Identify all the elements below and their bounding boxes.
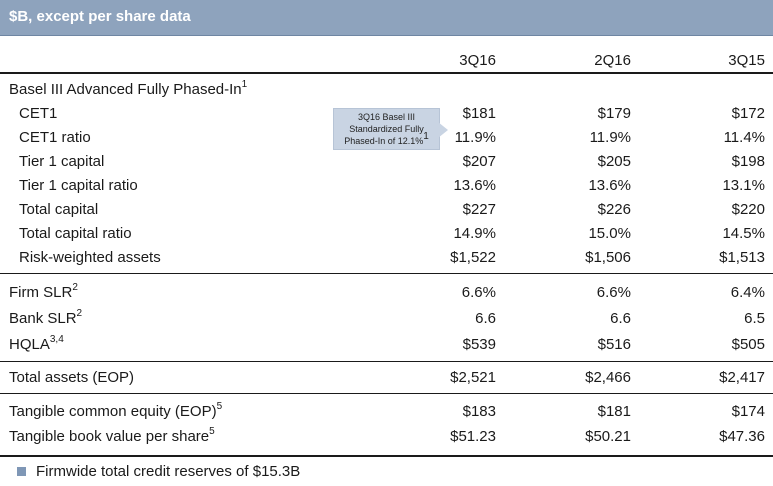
cell-value: 6.5 bbox=[744, 310, 765, 327]
cell-value: $516 bbox=[597, 336, 631, 353]
table-row: Risk-weighted assets $1,522 $1,506 $1,51… bbox=[0, 247, 773, 271]
row-label: Risk-weighted assets bbox=[19, 249, 161, 266]
cell-value: $505 bbox=[731, 336, 765, 353]
cell-value: 6.4% bbox=[730, 284, 765, 301]
cell-value: $179 bbox=[597, 105, 631, 122]
cell-value: $183 bbox=[462, 403, 496, 420]
cell-value: $226 bbox=[597, 201, 631, 218]
cell-value: $198 bbox=[731, 153, 765, 170]
cell-value: $2,417 bbox=[719, 369, 765, 386]
table-row: Tangible book value per share5 $51.23 $5… bbox=[0, 426, 773, 450]
callout-line: Phased-In of 12.1%1 bbox=[344, 131, 429, 147]
cell-value: $181 bbox=[462, 105, 496, 122]
cell-value: $539 bbox=[462, 336, 496, 353]
table-row: CET1 $181 $179 $172 bbox=[0, 103, 773, 127]
table-bottom-border bbox=[0, 455, 773, 457]
cell-value: 6.6% bbox=[596, 284, 631, 301]
cell-value: 14.9% bbox=[453, 225, 496, 242]
table-row: Total capital $227 $226 $220 bbox=[0, 199, 773, 223]
row-label: Tier 1 capital ratio bbox=[19, 177, 138, 194]
row-label: Total capital ratio bbox=[19, 225, 132, 242]
cell-value: 13.1% bbox=[722, 177, 765, 194]
cell-value: $50.21 bbox=[585, 428, 631, 445]
table-row: Firm SLR2 6.6% 6.6% 6.4% bbox=[0, 282, 773, 306]
table-row: HQLA3,4 $539 $516 $505 bbox=[0, 334, 773, 358]
row-label: HQLA3,4 bbox=[9, 334, 64, 354]
square-bullet-icon bbox=[17, 467, 26, 476]
cell-value: $51.23 bbox=[450, 428, 496, 445]
cell-value: $172 bbox=[731, 105, 765, 122]
cell-value: $1,513 bbox=[719, 249, 765, 266]
row-label: CET1 bbox=[19, 105, 58, 122]
cell-value: 11.9% bbox=[454, 129, 496, 146]
footer-text: Firmwide total credit reserves of $15.3B bbox=[36, 463, 301, 480]
column-header-3q15: 3Q15 bbox=[728, 52, 765, 69]
cell-value: $207 bbox=[462, 153, 496, 170]
cell-value: 13.6% bbox=[588, 177, 631, 194]
cell-value: $220 bbox=[731, 201, 765, 218]
cell-value: $2,521 bbox=[450, 369, 496, 386]
cell-value: $1,522 bbox=[450, 249, 496, 266]
column-header-3q16: 3Q16 bbox=[459, 52, 496, 69]
callout-line: 3Q16 Basel III bbox=[357, 112, 416, 122]
column-header-2q16: 2Q16 bbox=[594, 52, 631, 69]
table-title: $B, except per share data bbox=[9, 8, 191, 25]
row-label: Tier 1 capital bbox=[19, 153, 105, 170]
cell-value: $205 bbox=[597, 153, 631, 170]
cell-value: $47.36 bbox=[719, 428, 765, 445]
row-label: Total capital bbox=[19, 201, 99, 218]
table-row: Bank SLR2 6.6 6.6 6.5 bbox=[0, 308, 773, 332]
row-label: Tangible book value per share5 bbox=[9, 426, 215, 446]
table-row: Tangible common equity (EOP)5 $183 $181 … bbox=[0, 401, 773, 425]
cell-value: 14.5% bbox=[722, 225, 765, 242]
section-label: Basel III Advanced Fully Phased-In1 bbox=[9, 79, 248, 99]
cell-value: 11.9% bbox=[589, 129, 631, 146]
table-row: Total capital ratio 14.9% 15.0% 14.5% bbox=[0, 223, 773, 247]
cell-value: 6.6 bbox=[475, 310, 496, 327]
section-divider bbox=[0, 361, 773, 362]
table-row: Tier 1 capital $207 $205 $198 bbox=[0, 151, 773, 175]
footer-note: Firmwide total credit reserves of $15.3B bbox=[0, 459, 773, 486]
cell-value: 6.6% bbox=[461, 284, 496, 301]
cell-value: 6.6 bbox=[610, 310, 631, 327]
callout-pointer bbox=[438, 122, 448, 138]
table-header-bar: $B, except per share data bbox=[0, 0, 773, 36]
cell-value: $1,506 bbox=[585, 249, 631, 266]
cell-value: 11.4% bbox=[723, 129, 765, 146]
section-row-basel: Basel III Advanced Fully Phased-In1 bbox=[0, 79, 773, 103]
table-row: Total assets (EOP) $2,521 $2,466 $2,417 bbox=[0, 367, 773, 391]
header-divider bbox=[0, 72, 773, 74]
section-divider bbox=[0, 393, 773, 394]
callout-box: 3Q16 Basel III Standardized Fully Phased… bbox=[333, 108, 440, 150]
cell-value: 13.6% bbox=[453, 177, 496, 194]
table-row: CET1 ratio 11.9% 11.9% 11.4% bbox=[0, 127, 773, 151]
cell-value: $227 bbox=[462, 201, 496, 218]
callout-line: Standardized Fully bbox=[349, 124, 424, 134]
cell-value: $174 bbox=[731, 403, 765, 420]
row-label: Bank SLR2 bbox=[9, 308, 83, 328]
row-label: Tangible common equity (EOP)5 bbox=[9, 401, 223, 421]
cell-value: $181 bbox=[597, 403, 631, 420]
row-label: CET1 ratio bbox=[19, 129, 91, 146]
cell-value: 15.0% bbox=[588, 225, 631, 242]
cell-value: $2,466 bbox=[585, 369, 631, 386]
row-label: Firm SLR2 bbox=[9, 282, 78, 302]
row-label: Total assets (EOP) bbox=[9, 369, 135, 386]
section-divider bbox=[0, 273, 773, 274]
table-row: Tier 1 capital ratio 13.6% 13.6% 13.1% bbox=[0, 175, 773, 199]
